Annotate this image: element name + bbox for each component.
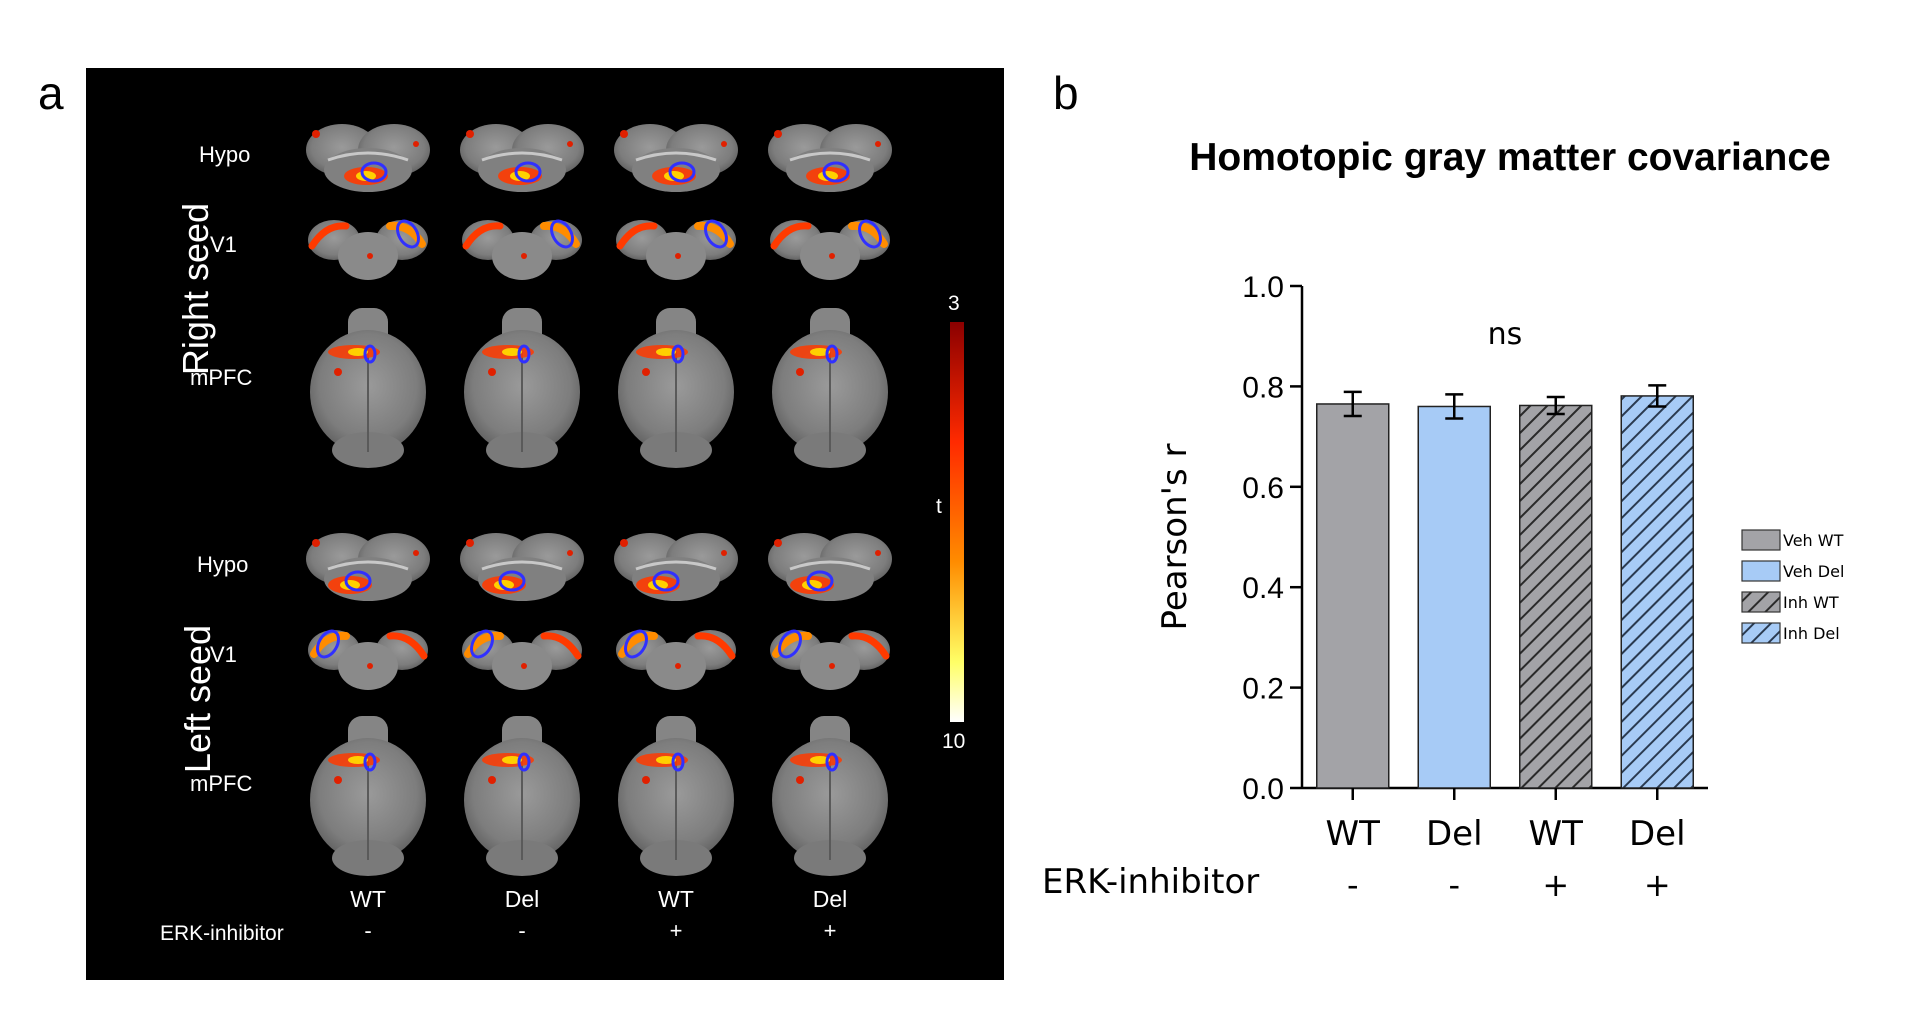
brain-slice-r4-c1 bbox=[306, 533, 430, 601]
row-label-left-hypo: Hypo bbox=[197, 552, 249, 577]
y-axis-label: Pearson's r bbox=[1155, 444, 1195, 631]
brain-slice-r1-c3 bbox=[614, 124, 738, 192]
col-label-4-inhibitor: + bbox=[823, 918, 837, 943]
bar-1 bbox=[1316, 403, 1390, 789]
row-label-left-v1: V1 bbox=[210, 642, 237, 667]
inhibitor-sign-4: + bbox=[1644, 866, 1671, 904]
chart-title: Homotopic gray matter covariance bbox=[1189, 136, 1831, 179]
col-label-2-inhibitor: - bbox=[518, 918, 526, 943]
colorbar-axis-label: t bbox=[936, 495, 942, 518]
brain-slice-r4-c4 bbox=[768, 533, 892, 601]
y-tick-label: 1.0 bbox=[1242, 271, 1284, 304]
legend-swatch-3 bbox=[1741, 591, 1781, 613]
row-label-right-v1: V1 bbox=[210, 232, 237, 257]
brain-slice-r2-c3 bbox=[616, 219, 736, 280]
row-label-left-mpfc: mPFC bbox=[190, 771, 253, 796]
inhibitor-sign-3: + bbox=[1542, 866, 1569, 904]
bar-4 bbox=[1620, 395, 1694, 789]
brain-slice-r5-c4 bbox=[770, 629, 890, 690]
legend-swatch-4 bbox=[1741, 622, 1781, 644]
significance-annotation: ns bbox=[1488, 317, 1523, 352]
x-category-label-2: Del bbox=[1426, 814, 1483, 854]
legend-label-3: Inh WT bbox=[1783, 593, 1839, 612]
brain-slice-r6-c4 bbox=[772, 716, 888, 876]
brain-slice-r3-c3 bbox=[618, 308, 734, 468]
legend-swatch-2 bbox=[1741, 560, 1781, 582]
brain-slice-r2-c4 bbox=[770, 219, 890, 280]
bar-3 bbox=[1519, 404, 1593, 789]
erk-inhibitor-label-b: ERK-inhibitor bbox=[1042, 862, 1259, 902]
col-label-2-genotype: Del bbox=[504, 886, 540, 912]
colorbar bbox=[950, 322, 964, 722]
brain-slice-r6-c1 bbox=[310, 716, 426, 876]
y-tick-label: 0.4 bbox=[1242, 572, 1284, 605]
legend-label-2: Veh Del bbox=[1783, 562, 1844, 581]
brain-slice-r1-c2 bbox=[460, 124, 584, 192]
col-label-4-genotype: Del bbox=[812, 886, 848, 912]
y-tick-label: 0.6 bbox=[1242, 472, 1284, 505]
colorbar-top-label: 3 bbox=[948, 292, 960, 315]
brain-slice-r3-c1 bbox=[310, 308, 426, 468]
panel-a-letter: a bbox=[38, 67, 64, 119]
brain-slice-r4-c2 bbox=[460, 533, 584, 601]
inhibitor-sign-2: - bbox=[1448, 866, 1460, 904]
brain-slice-r5-c3 bbox=[616, 629, 736, 690]
col-label-3-inhibitor: + bbox=[669, 918, 683, 943]
brain-map-panel: Right seed Left seed Hypo V1 mPFC Hypo V… bbox=[86, 68, 1004, 980]
panel-b-letter: b bbox=[1053, 67, 1079, 119]
y-tick-label: 0.2 bbox=[1242, 673, 1284, 706]
brain-slice-r3-c4 bbox=[772, 308, 888, 468]
brain-slice-r2-c2 bbox=[462, 219, 582, 280]
brain-map-canvas bbox=[306, 124, 964, 876]
bar-2 bbox=[1417, 405, 1491, 789]
legend-swatch-1 bbox=[1741, 529, 1781, 551]
colorbar-bottom-label: 10 bbox=[942, 730, 966, 753]
brain-slice-r6-c3 bbox=[618, 716, 734, 876]
row-label-right-mpfc: mPFC bbox=[190, 365, 253, 390]
erk-inhibitor-label-a: ERK-inhibitor bbox=[160, 922, 284, 945]
brain-slice-r5-c1 bbox=[308, 629, 428, 690]
brain-slice-r3-c2 bbox=[464, 308, 580, 468]
row-label-right-hypo: Hypo bbox=[199, 142, 251, 167]
brain-slice-r1-c1 bbox=[306, 124, 430, 192]
y-tick-label: 0.8 bbox=[1242, 371, 1284, 404]
x-category-label-3: WT bbox=[1529, 814, 1584, 854]
x-category-label-1: WT bbox=[1326, 814, 1381, 854]
legend-label-4: Inh Del bbox=[1783, 624, 1840, 643]
brain-slice-r6-c2 bbox=[464, 716, 580, 876]
col-label-1-genotype: WT bbox=[350, 886, 386, 912]
brain-slice-r2-c1 bbox=[308, 219, 428, 280]
brain-slice-r5-c2 bbox=[462, 629, 582, 690]
inhibitor-sign-1: - bbox=[1347, 866, 1359, 904]
brain-slice-r1-c4 bbox=[768, 124, 892, 192]
legend-label-1: Veh WT bbox=[1783, 531, 1844, 550]
brain-slice-r4-c3 bbox=[614, 533, 738, 601]
col-label-1-inhibitor: - bbox=[364, 918, 372, 943]
y-tick-label: 0.0 bbox=[1242, 773, 1284, 806]
x-category-label-4: Del bbox=[1629, 814, 1686, 854]
col-label-3-genotype: WT bbox=[658, 886, 694, 912]
